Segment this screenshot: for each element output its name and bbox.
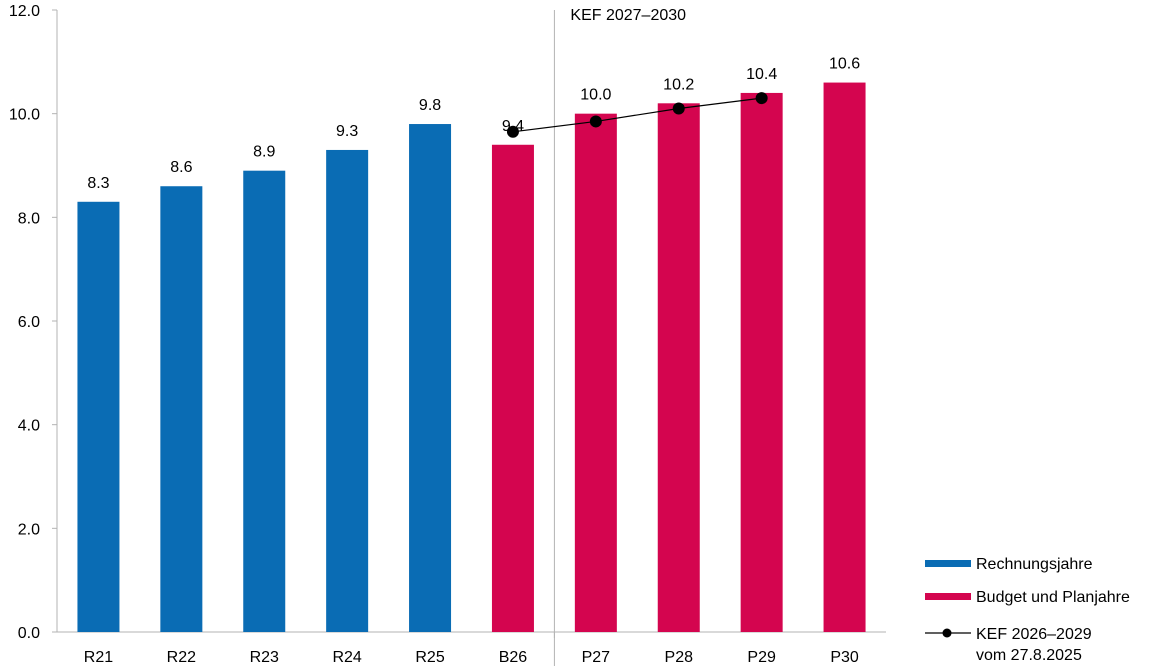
legend-label-rechnungsjahre: Rechnungsjahre bbox=[976, 556, 1093, 573]
bar-p27 bbox=[574, 113, 617, 632]
x-tick-label-r21: R21 bbox=[84, 649, 113, 666]
bar-p30 bbox=[823, 82, 866, 633]
data-label-r22: 8.6 bbox=[170, 159, 192, 176]
legend-label-kef-2026-2029: KEF 2026–2029 bbox=[976, 626, 1092, 643]
kef-point-p27 bbox=[589, 115, 602, 128]
kef-point-b26 bbox=[506, 125, 519, 138]
x-tick-label-r25: R25 bbox=[415, 649, 444, 666]
y-tick-label: 8.0 bbox=[18, 210, 40, 227]
data-label-p29: 10.4 bbox=[746, 66, 777, 83]
annotation-kef-2027-2030: KEF 2027–2030 bbox=[570, 7, 686, 24]
bar-p29 bbox=[740, 92, 783, 632]
y-tick-label: 6.0 bbox=[18, 314, 40, 331]
data-label-p27: 10.0 bbox=[580, 87, 611, 104]
y-tick-label: 12.0 bbox=[9, 3, 40, 20]
data-label-r21: 8.3 bbox=[87, 175, 109, 192]
legend-swatch-kef-marker bbox=[942, 628, 952, 638]
kef-point-p29 bbox=[755, 92, 768, 105]
x-tick-label-p30: P30 bbox=[830, 649, 859, 666]
x-tick-label-r23: R23 bbox=[250, 649, 279, 666]
y-tick-label: 2.0 bbox=[18, 521, 40, 538]
bar-r22 bbox=[160, 186, 203, 632]
kef-line-path bbox=[512, 97, 762, 133]
data-label-p28: 10.2 bbox=[663, 76, 694, 93]
x-tick-label-r24: R24 bbox=[332, 649, 361, 666]
x-tick-label-p28: P28 bbox=[665, 649, 694, 666]
legend-swatch-budget-und-planjahre bbox=[925, 593, 971, 600]
bar-r25 bbox=[409, 124, 452, 633]
legend-swatch-rechnungsjahre bbox=[925, 560, 971, 567]
bar-b26 bbox=[491, 144, 534, 632]
data-label-p30: 10.6 bbox=[829, 56, 860, 73]
legend: Rechnungsjahre Budget und Planjahre KEF … bbox=[925, 556, 1130, 664]
y-tick-label: 0.0 bbox=[18, 625, 40, 642]
annotation-group: KEF 2027–2030 bbox=[570, 7, 686, 24]
x-tick-label-p29: P29 bbox=[747, 649, 776, 666]
kef-point-p28 bbox=[672, 102, 685, 115]
data-labels: 8.38.68.99.39.89.410.010.210.410.6 bbox=[87, 56, 860, 192]
bar-r21 bbox=[77, 201, 120, 633]
bars bbox=[77, 82, 866, 633]
legend-label-kef-date: vom 27.8.2025 bbox=[976, 647, 1082, 664]
bar-p28 bbox=[657, 103, 700, 633]
legend-label-budget-und-planjahre: Budget und Planjahre bbox=[976, 589, 1130, 606]
data-label-r25: 9.8 bbox=[419, 97, 441, 114]
y-tick-label: 10.0 bbox=[9, 107, 40, 124]
data-label-r24: 9.3 bbox=[336, 123, 358, 140]
x-tick-label-p27: P27 bbox=[582, 649, 611, 666]
bar-r23 bbox=[243, 170, 286, 632]
data-label-r23: 8.9 bbox=[253, 144, 275, 161]
x-tick-label-b26: B26 bbox=[499, 649, 528, 666]
axes: 0.0 2.0 4.0 6.0 8.0 10.0 12.0 R21 R22 R23 R24 R25 B2… bbox=[9, 3, 886, 666]
bar-r24 bbox=[326, 149, 369, 632]
kef-line bbox=[506, 92, 768, 138]
x-tick-label-r22: R22 bbox=[167, 649, 196, 666]
y-tick-label: 4.0 bbox=[18, 418, 40, 435]
